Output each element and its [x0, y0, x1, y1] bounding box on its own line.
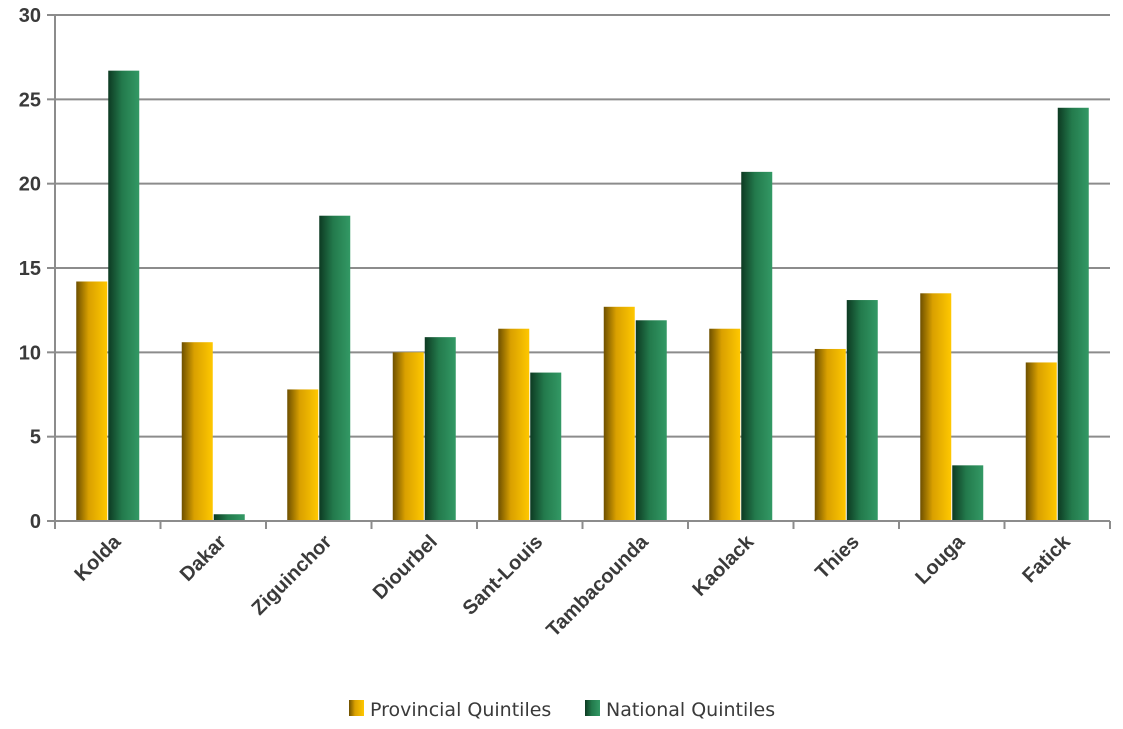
bar-provincial-fatick: [1025, 362, 1057, 521]
bar-provincial-sant-louis: [498, 328, 530, 521]
bar-national-dakar: [213, 514, 245, 521]
axes: [47, 14, 1111, 529]
x-category-label: Kolda: [70, 530, 125, 585]
bar-national-diourbel: [424, 337, 456, 521]
x-category-label: Dakar: [176, 531, 231, 586]
bar-national-thies: [846, 300, 878, 521]
bar-provincial-thies: [814, 348, 846, 521]
x-category-label: Ziguinchor: [248, 531, 337, 620]
x-category-label: Fatick: [1018, 530, 1075, 587]
y-tick-label: 30: [19, 5, 41, 27]
y-tick-label: 15: [19, 258, 41, 280]
y-tick-label: 20: [19, 174, 41, 196]
bar-provincial-kolda: [76, 281, 108, 521]
legend-swatch-national: [585, 700, 600, 716]
legend-swatch-provincial: [349, 700, 364, 716]
x-category-label: Kaolack: [688, 530, 758, 600]
bar-provincial-ziguinchor: [287, 389, 319, 521]
bar-provincial-tambacounda: [603, 306, 635, 521]
bar-provincial-dakar: [181, 342, 213, 521]
bar-provincial-kaolack: [709, 328, 741, 521]
x-category-label: Sant-Louis: [459, 531, 548, 620]
bar-national-kolda: [108, 70, 140, 521]
y-axis-tick-labels: 0 5 10 15 20 25 30: [19, 5, 41, 533]
bar-national-louga: [952, 465, 984, 521]
bar-provincial-louga: [920, 293, 952, 521]
legend-label-national: National Quintiles: [606, 699, 775, 721]
legend-label-provincial: Provincial Quintiles: [370, 699, 551, 721]
bar-national-tambacounda: [635, 320, 667, 521]
bar-national-sant-louis: [530, 372, 562, 521]
bar-national-kaolack: [741, 171, 773, 522]
legend: Provincial Quintiles National Quintiles: [349, 699, 775, 721]
y-tick-label: 10: [19, 342, 41, 364]
bars: [76, 70, 1089, 522]
bar-national-ziguinchor: [319, 215, 351, 522]
x-category-label: Louga: [911, 530, 970, 589]
x-axis-category-labels: Kolda Dakar Ziguinchor Diourbel Sant-LouisTa…: [70, 530, 1075, 641]
bar-provincial-diourbel: [392, 352, 424, 521]
x-category-label: Tambacounda: [542, 530, 653, 641]
gridlines: [55, 14, 1110, 438]
y-tick-label: 25: [19, 89, 41, 111]
bar-national-fatick: [1057, 107, 1089, 522]
x-category-label: Thies: [811, 531, 864, 584]
y-tick-label: 5: [30, 427, 41, 449]
x-category-label: Diourbel: [369, 531, 442, 604]
y-tick-label: 0: [30, 511, 41, 533]
